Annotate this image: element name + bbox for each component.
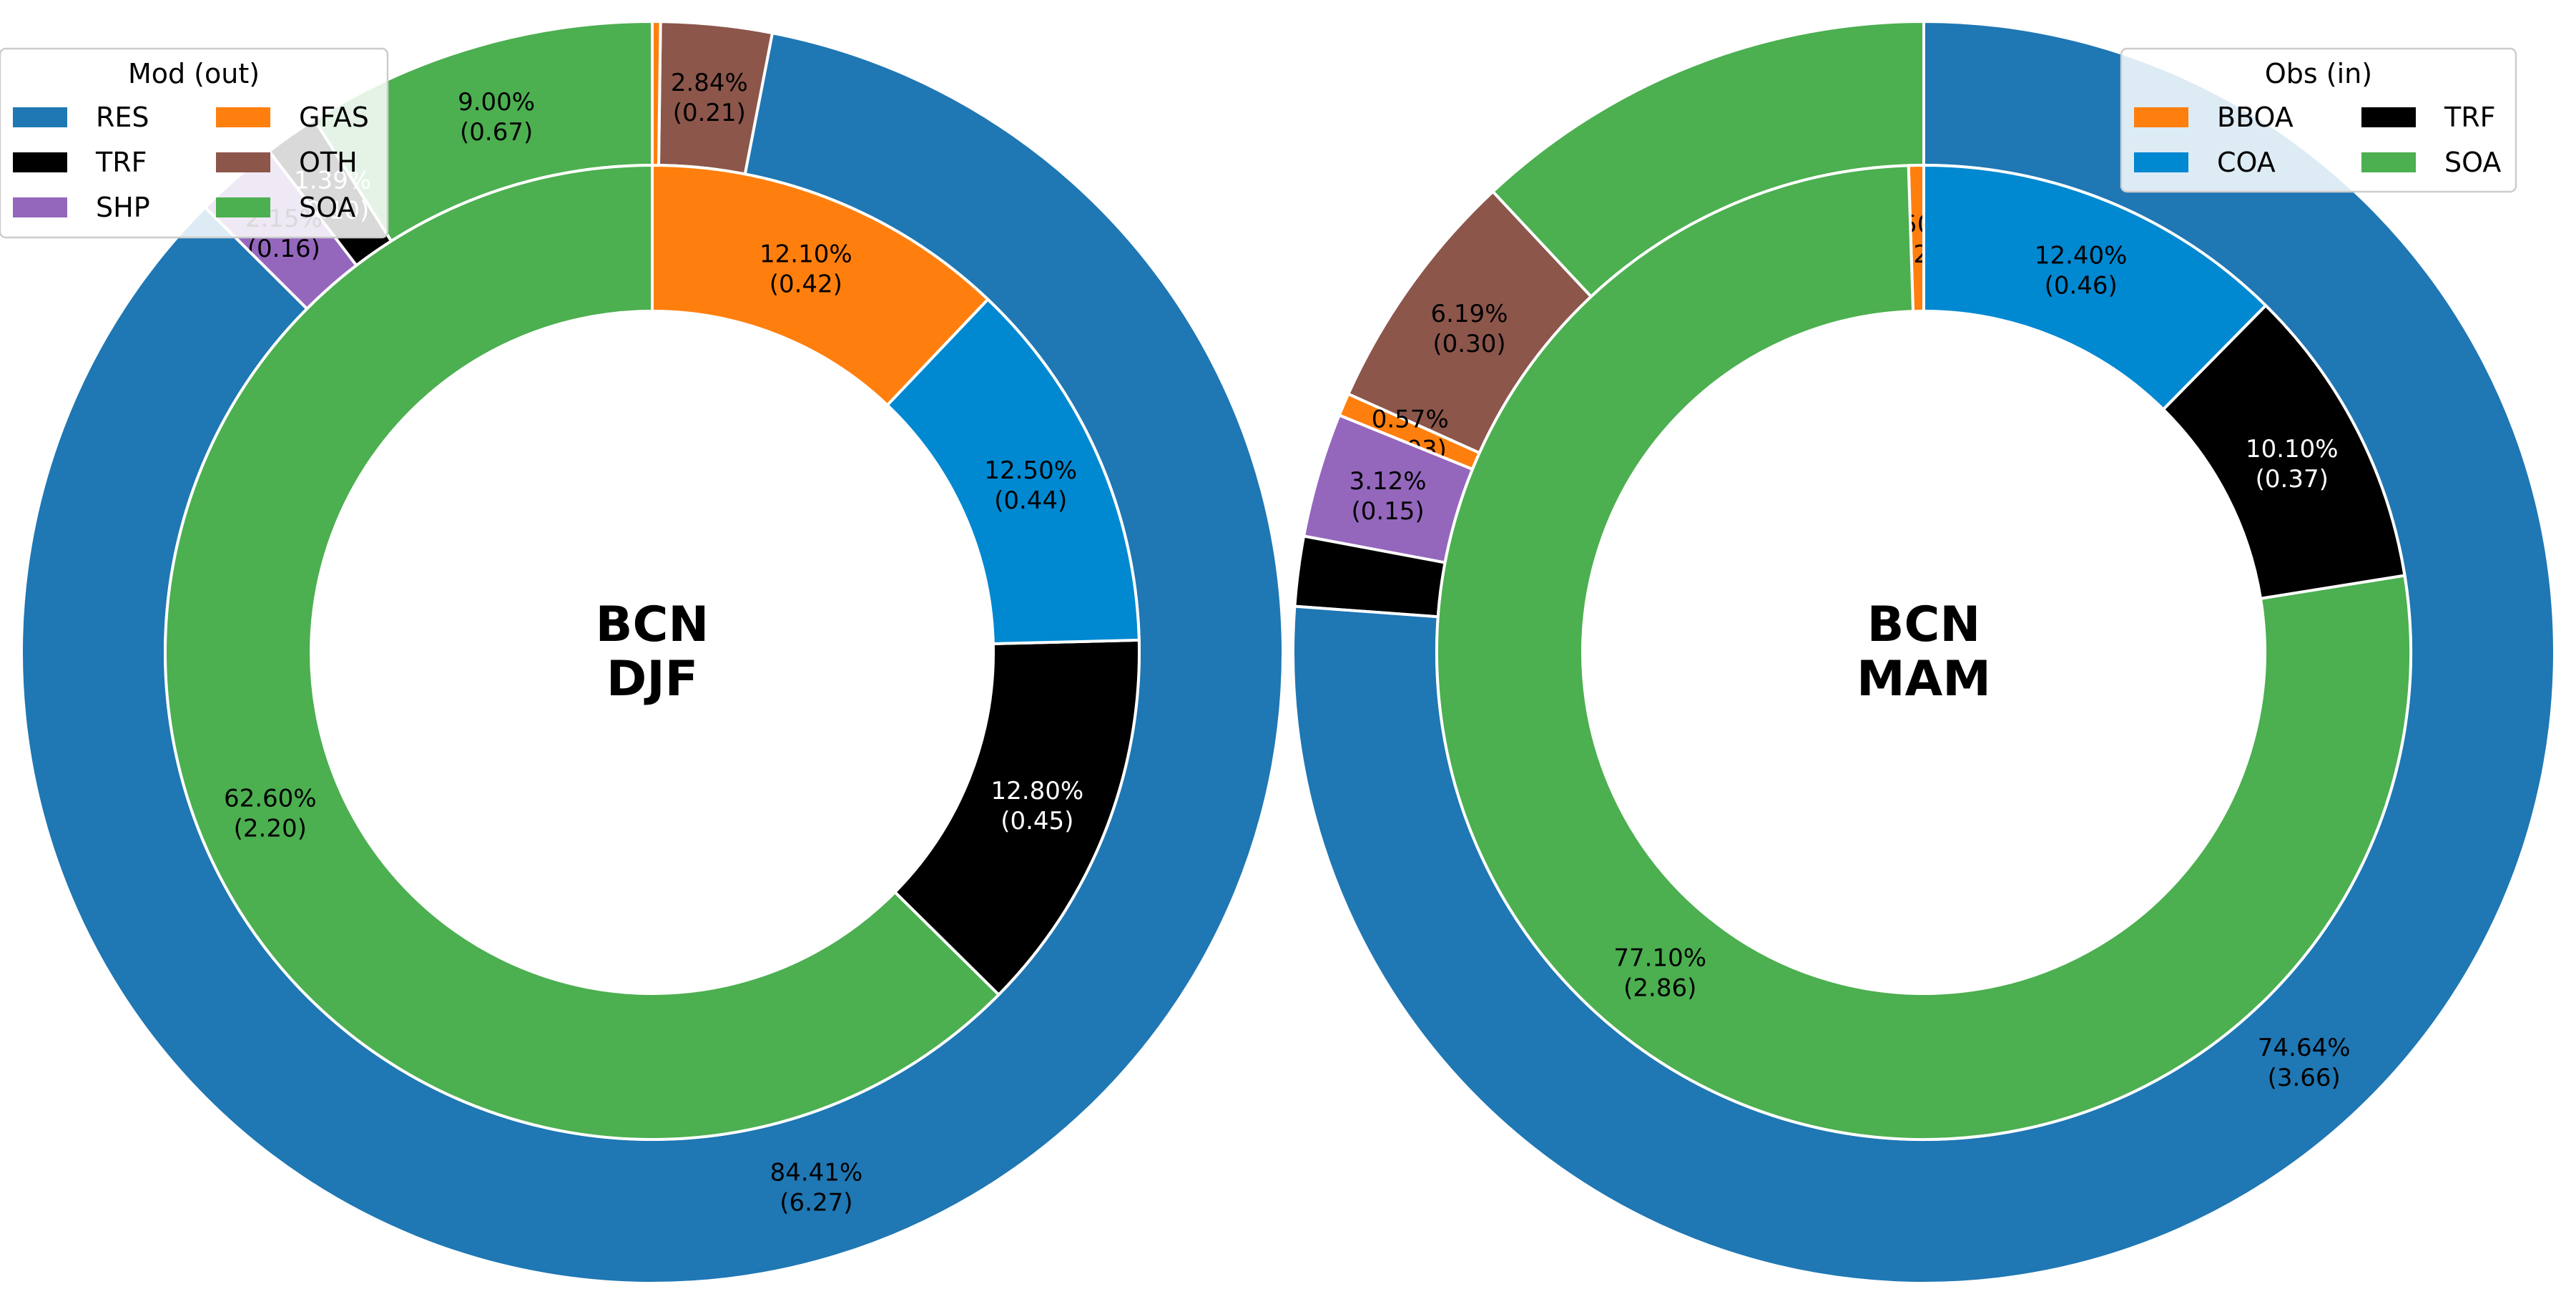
chart-center-title: BCN DJF [596,597,709,707]
outer-label-res: 74.64% (3.66) [2258,1034,2351,1092]
inner-label-coa: 12.50% (0.44) [984,456,1077,515]
legend-label-gfas: GFAS [299,102,369,133]
outer-label-res: 84.41% (6.27) [770,1159,863,1217]
legend-obs: Obs (in) BBOA COA TRF SOA [2120,47,2517,193]
inner-label-bboa: 12.10% (0.42) [759,240,852,298]
inner-label-coa: 12.40% (0.46) [2035,241,2128,300]
inner-slice-coa [1922,163,2268,412]
pie-chart-bcn-mam: 6.19%(0.30)0.57%(0.03)3.12%(0.15)1.75%(0… [1292,19,2556,1285]
inner-label-soa: 77.10% (2.86) [1613,943,1706,1002]
legend-mod-title: Mod (out) [128,58,260,89]
legend-label-bboa: BBOA [2217,102,2294,133]
legend-mod: Mod (out) RES TRF SHP GFAS OTH SOA [0,47,389,239]
legend-swatch-soa [216,197,270,217]
legend-swatch-soa [2361,152,2416,172]
outer-label-oth: 2.84% (0.21) [671,69,748,127]
legend-mod-frame [0,47,389,239]
legend-label-oth: OTH [299,147,358,178]
outer-label-shp: 3.12% (0.15) [1350,467,1427,526]
chart-center-title: BCN MAM [1857,597,1991,707]
legend-swatch-bboa [2134,107,2188,127]
inner-slice-soa [164,163,1001,1141]
outer-label-soa: 9.00% (0.67) [458,88,535,147]
legend-swatch-coa [2134,152,2188,172]
legend-label-trf: TRF [2444,102,2495,133]
legend-obs-title: Obs (in) [2265,58,2372,89]
legend-swatch-gfas [216,107,270,127]
legend-label-trf: TRF [95,147,147,178]
outer-label-oth: 6.19% (0.30) [1430,300,1508,358]
legend-label-soa: SOA [2444,147,2501,178]
inner-label-trf: 10.10% (0.37) [2246,435,2339,494]
inner-slice-bboa [651,163,990,408]
legend-swatch-oth [216,152,270,172]
outer-label-trf: 1.75% (0.09) [1332,552,1409,611]
legend-label-coa: COA [2217,147,2276,178]
legend-label-res: RES [96,102,149,133]
legend-label-shp: SHP [96,192,150,223]
inner-label-trf: 12.80% (0.45) [991,777,1084,835]
outer-slice-gfas [651,19,662,167]
inner-slice-soa [1435,164,2412,1141]
legend-swatch-res [13,107,67,127]
legend-swatch-shp [13,197,67,217]
inner-label-soa: 62.60% (2.20) [224,784,317,843]
legend-obs-frame [2120,47,2517,193]
legend-label-soa: SOA [299,192,355,223]
legend-swatch-trf [13,152,67,172]
legend-swatch-trf [2361,107,2416,127]
